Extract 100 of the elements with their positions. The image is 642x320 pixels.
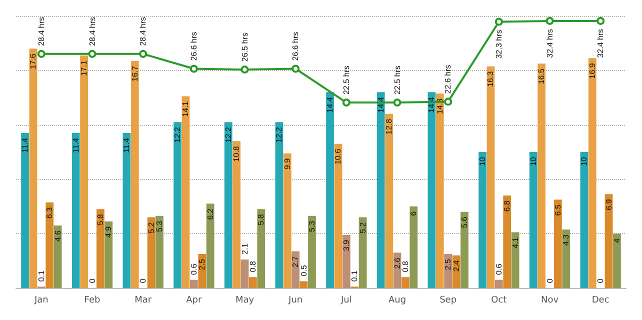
data-label: 28.4 hrs [138, 17, 148, 46]
bar [46, 202, 54, 288]
data-label: 9.9 [282, 158, 292, 170]
data-label: 2.1 [240, 242, 250, 254]
data-label: 16.7 [130, 65, 140, 82]
bar [257, 209, 266, 288]
x-tick-label: Apr [186, 296, 202, 306]
bar [292, 251, 300, 288]
bar [334, 144, 342, 288]
bar [283, 153, 292, 288]
x-tick-label: Oct [491, 296, 508, 306]
bar [232, 141, 240, 288]
bar [529, 152, 538, 288]
data-label: 4 [612, 238, 622, 244]
x-tick-label: Sep [440, 296, 457, 306]
bar [402, 277, 410, 288]
data-label: 26.5 hrs [240, 32, 250, 62]
data-label: 11.4 [71, 137, 80, 153]
data-label: 26.6 hrs [291, 32, 300, 61]
bar [604, 194, 613, 288]
data-label: 2.7 [291, 256, 300, 268]
data-label: 0.8 [400, 260, 410, 272]
data-label: 32.3 hrs [494, 30, 504, 59]
bar [174, 122, 182, 288]
data-label: 2.5 [444, 258, 453, 270]
data-label: 17.6 [28, 53, 38, 70]
data-label: 2.5 [198, 258, 207, 270]
bar [249, 277, 257, 288]
x-tick-label: Jun [288, 296, 303, 306]
data-label: 10.6 [334, 148, 343, 164]
data-label: 5.3 [154, 220, 164, 232]
bar [190, 280, 198, 288]
x-tick-label: Mar [134, 296, 152, 306]
bar [503, 196, 512, 288]
point [37, 50, 46, 58]
data-label: 4.9 [104, 226, 114, 238]
bar [182, 96, 190, 288]
x-tick-label: Dec [592, 296, 610, 306]
bar [54, 225, 62, 288]
data-label: 14.4 [326, 96, 335, 113]
bar [580, 152, 588, 288]
data-label: 0.8 [248, 260, 258, 272]
data-label: 6 [409, 210, 418, 216]
bar [436, 94, 444, 288]
data-label: 0.5 [299, 264, 308, 276]
bar [494, 280, 503, 288]
data-label: 4.3 [562, 234, 571, 246]
data-label: 32.4 hrs [545, 28, 554, 58]
data-label: 6.2 [206, 208, 215, 220]
x-tick-label: Feb [84, 296, 101, 306]
bar [72, 132, 80, 288]
point [342, 98, 350, 107]
data-label: 4.6 [53, 230, 62, 242]
data-label: 12.2 [224, 126, 233, 143]
data-label: 0.1 [350, 270, 360, 282]
data-label: 16.9 [588, 62, 597, 79]
data-label: 0.1 [36, 270, 46, 282]
x-tick-label: May [235, 296, 255, 306]
bar [96, 209, 104, 288]
data-label: 2.6 [392, 257, 402, 269]
bar [511, 232, 520, 288]
data-label: 14.4 [376, 96, 386, 113]
data-label: 5.8 [96, 214, 105, 226]
bar [21, 132, 29, 288]
bar [410, 206, 418, 288]
data-label: 14.1 [181, 100, 190, 117]
point [393, 98, 402, 107]
data-label: 2.4 [452, 260, 461, 272]
data-label: 10 [528, 156, 538, 166]
bar [562, 230, 570, 288]
data-label: 22.5 hrs [392, 66, 402, 95]
point [88, 50, 96, 58]
data-label: 28.4 hrs [88, 17, 97, 46]
bar [428, 92, 436, 288]
bar [300, 281, 308, 288]
data-label: 0.6 [494, 263, 504, 275]
data-label: 5.2 [146, 222, 156, 234]
bar [29, 48, 38, 288]
data-label: 0 [138, 278, 148, 283]
data-label: 16.3 [486, 70, 496, 87]
bar [613, 234, 621, 288]
data-label: 22.6 hrs [444, 64, 453, 94]
data-label: 12.2 [173, 126, 182, 143]
bar [326, 92, 334, 288]
data-label: 16.5 [537, 68, 546, 84]
bar [385, 114, 393, 288]
data-label: 17.1 [80, 60, 89, 76]
bar [486, 66, 495, 288]
data-label: 32.4 hrs [596, 28, 606, 58]
bar [308, 216, 316, 288]
point [444, 98, 452, 106]
data-label: 6.5 [553, 204, 562, 216]
data-label: 26.6 hrs [189, 32, 198, 61]
data-label: 14.4 [427, 96, 436, 113]
point [292, 64, 300, 73]
point [596, 16, 605, 25]
bar [224, 122, 232, 288]
x-tick-label: Nov [540, 296, 560, 306]
bar [358, 217, 367, 288]
data-label: 12.2 [274, 126, 284, 143]
